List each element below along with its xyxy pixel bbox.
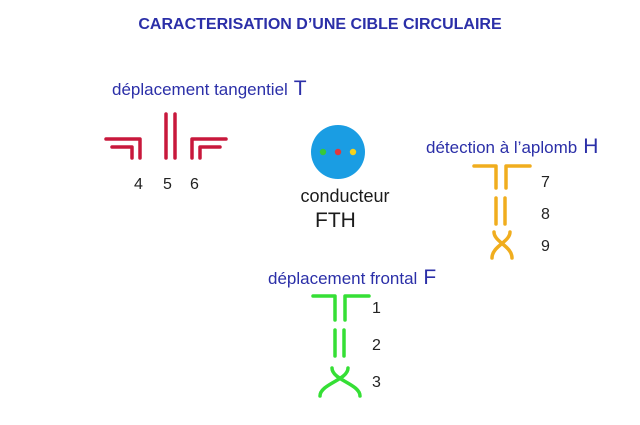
- tangential-number-5: 5: [163, 176, 172, 193]
- vertical-number-8: 8: [541, 206, 550, 223]
- tangential-number-6: 6: [190, 176, 199, 193]
- tangential-label: déplacement tangentiel T: [112, 77, 307, 101]
- vertical-symbol-7-left: [472, 164, 498, 190]
- conductor-dot-green: [319, 148, 327, 156]
- frontal-symbol-3-a: [330, 366, 362, 398]
- conductor-dot-yellow: [349, 148, 357, 156]
- frontal-symbol-1-left: [311, 294, 337, 322]
- tangential-symbol-4-inner: [110, 145, 134, 160]
- conductor-label: conducteur: [300, 186, 390, 206]
- conductor-sub-label: FTH: [315, 209, 356, 232]
- vertical-label: détection à l’aplomb H: [426, 135, 598, 159]
- conductor-dot-red: [334, 148, 342, 156]
- vertical-letter: H: [583, 135, 599, 158]
- vertical-symbol-7: [472, 164, 532, 190]
- tangential-symbol-4: [104, 137, 142, 160]
- vertical-symbol-9: [490, 230, 514, 260]
- frontal-number-1: 1: [372, 300, 381, 317]
- frontal-label: déplacement frontal F: [268, 266, 436, 290]
- frontal-number-3: 3: [372, 374, 381, 391]
- vertical-symbol-9-b: [490, 230, 512, 260]
- tangential-symbol-6-outer: [190, 137, 228, 160]
- tangential-number-4: 4: [134, 176, 143, 193]
- tangential-letter: T: [293, 77, 307, 100]
- frontal-symbol-3: [318, 366, 362, 398]
- frontal-symbol-2: [333, 328, 346, 358]
- frontal-symbol-1-right: [343, 294, 371, 322]
- tangential-label-text: déplacement tangentiel: [112, 80, 288, 99]
- conductor-cross-section-icon: [311, 125, 365, 179]
- tangential-symbol-4-outer: [104, 137, 142, 160]
- frontal-symbol-1: [311, 294, 371, 322]
- vertical-number-9: 9: [541, 238, 550, 255]
- page-title: CARACTERISATION D’UNE CIBLE CIRCULAIRE: [138, 16, 502, 33]
- frontal-symbol-3-b: [318, 366, 350, 398]
- tangential-symbol-6: [190, 137, 228, 160]
- vertical-number-7: 7: [541, 174, 550, 191]
- vertical-label-text: détection à l’aplomb: [426, 138, 578, 157]
- tangential-symbol-6-inner: [198, 145, 222, 160]
- frontal-label-text: déplacement frontal: [268, 269, 418, 288]
- frontal-number-2: 2: [372, 337, 381, 354]
- tangential-symbol-5: [164, 112, 177, 160]
- vertical-symbol-7-right: [504, 164, 532, 190]
- vertical-symbol-8: [494, 196, 507, 226]
- frontal-letter: F: [423, 266, 437, 289]
